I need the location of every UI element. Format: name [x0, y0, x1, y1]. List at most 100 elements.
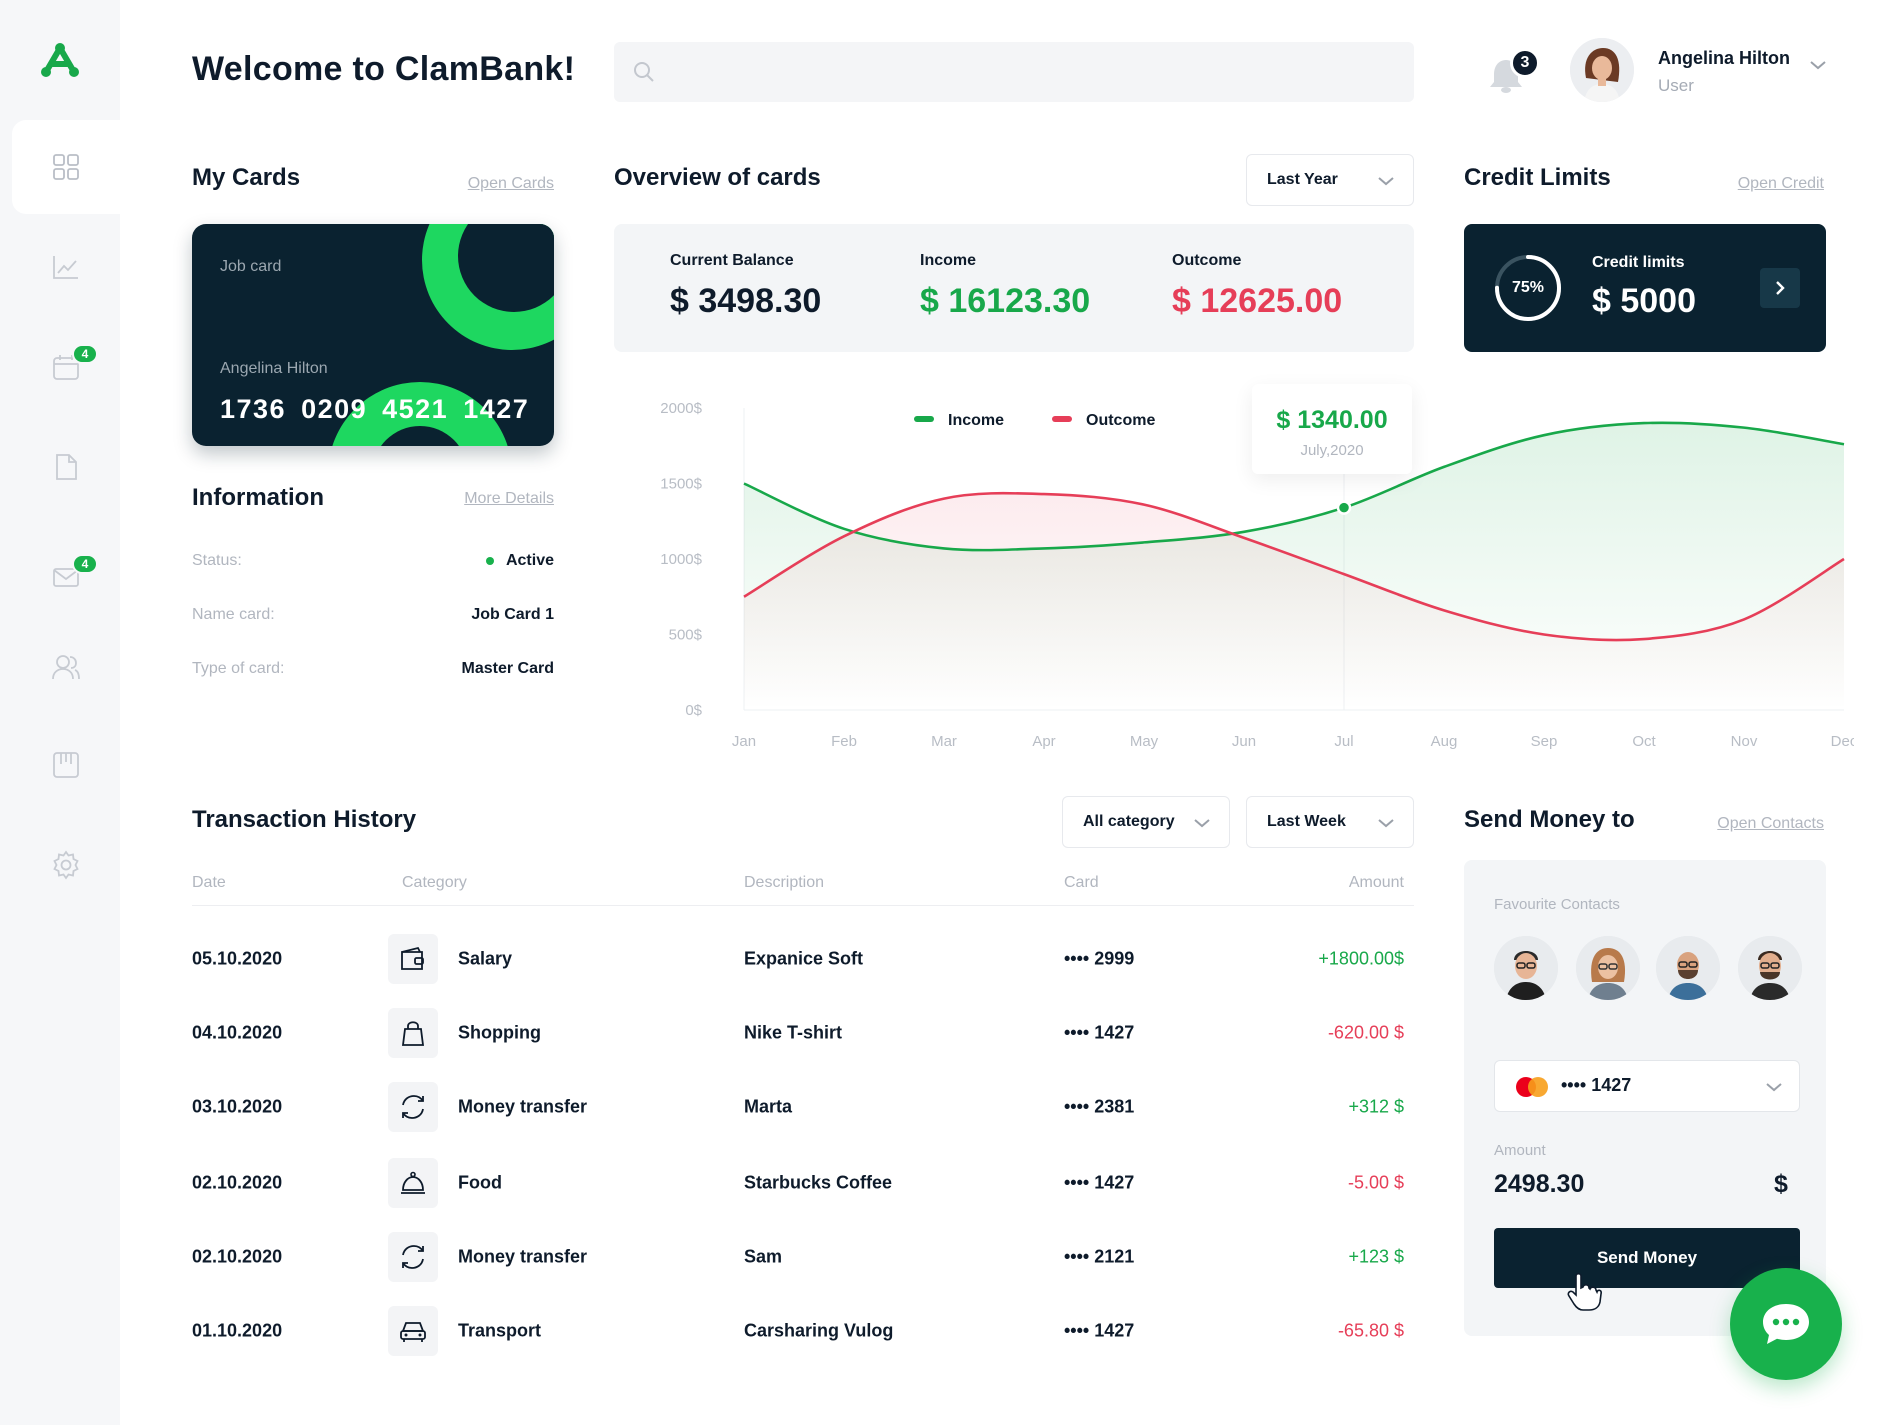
contact-3-avatar-icon [1656, 936, 1720, 1000]
column-header-card: Card [1064, 874, 1099, 891]
selected-card-number: •••• 1427 [1561, 1075, 1632, 1095]
contact-4-avatar-icon [1738, 936, 1802, 1000]
avatar[interactable] [1570, 38, 1634, 102]
tx-amount: +123 $ [1348, 1246, 1404, 1267]
info-value-status: Active [505, 552, 554, 569]
sidebar-item-analytics[interactable] [12, 220, 120, 314]
contact-avatar[interactable] [1738, 936, 1802, 1000]
send-money-button[interactable]: Send Money [1494, 1228, 1800, 1288]
chat-bubble-icon [1763, 1304, 1809, 1344]
table-row[interactable]: 02.10.2020 Food Starbucks Coffee •••• 1427 -… [192, 1146, 1414, 1220]
period-filter-dropdown[interactable]: Last Week [1246, 796, 1414, 848]
credit-label: Credit limits [1592, 254, 1685, 271]
calendar-badge: 4 [72, 344, 98, 364]
mastercard-icon [1516, 1077, 1548, 1097]
overview-period-dropdown[interactable]: Last Year [1246, 154, 1414, 206]
sidebar-item-dashboard[interactable] [12, 120, 120, 214]
x-tick-label: Dec [1831, 733, 1854, 750]
transfer-icon [402, 1245, 424, 1269]
open-cards-link[interactable]: Open Cards [467, 175, 554, 192]
sidebar-item-settings[interactable] [12, 818, 120, 912]
info-label-status: Status: [192, 552, 242, 569]
open-contacts-link[interactable]: Open Contacts [1717, 815, 1824, 832]
clambank-logo-icon[interactable] [38, 40, 82, 80]
tx-description: Nike T-shirt [744, 1022, 843, 1043]
tx-date: 02.10.2020 [192, 1172, 283, 1193]
chevron-down-icon [1378, 819, 1394, 828]
chat-button[interactable] [1730, 1268, 1842, 1380]
contact-avatar[interactable] [1576, 936, 1640, 1000]
table-row[interactable]: 01.10.2020 Transport Carsharing Vulog •••• … [192, 1294, 1414, 1368]
tx-category: Salary [458, 948, 513, 969]
sidebar-item-calendar[interactable]: 4 [12, 320, 120, 414]
credit-percent: 75% [1511, 279, 1545, 296]
sidebar [0, 0, 120, 1425]
tx-date: 05.10.2020 [192, 948, 283, 969]
x-tick-label: Jul [1334, 733, 1353, 750]
table-row[interactable]: 02.10.2020 Money transfer Sam •••• 2121 +123… [192, 1220, 1414, 1294]
y-tick-label: 1000$ [660, 551, 702, 568]
chevron-down-icon[interactable] [1808, 58, 1828, 72]
amount-input[interactable]: 2498.30 [1494, 1170, 1585, 1198]
tx-category-icon-box [388, 1082, 438, 1132]
tooltip-value: $ 1340.00 [1276, 406, 1388, 434]
transfer-icon [402, 1095, 424, 1119]
sidebar-item-board[interactable] [12, 718, 120, 812]
status-dot [486, 557, 494, 565]
tx-date: 04.10.2020 [192, 1022, 283, 1043]
series-line-income [743, 421, 1845, 552]
tx-date: 02.10.2020 [192, 1246, 283, 1267]
table-row[interactable]: 05.10.2020 Salary Expanice Soft •••• 2999 +1… [192, 922, 1414, 996]
overview-period-value: Last Year [1267, 171, 1338, 188]
credit-open-button[interactable] [1760, 268, 1800, 308]
bank-card[interactable]: Job card Angelina Hilton 1736 0209 4521 … [192, 224, 554, 446]
contact-avatar[interactable] [1494, 936, 1558, 1000]
info-label-card-type: Type of card: [192, 660, 285, 677]
sidebar-item-documents[interactable] [12, 420, 120, 514]
notification-badge: 3 [1510, 48, 1540, 78]
x-tick-label: Apr [1032, 733, 1055, 750]
user-role: User [1658, 76, 1694, 95]
current-balance-value: $ 3498.30 [670, 282, 822, 320]
mail-icon [53, 568, 79, 587]
income-label: Income [920, 252, 977, 269]
card-select[interactable]: •••• 1427 [1494, 1060, 1800, 1112]
car-icon [400, 1322, 426, 1342]
send-money-panel: Favourite Contacts •••• 1427 Amount 2498… [1464, 860, 1826, 1336]
card-holder: Angelina Hilton [220, 360, 328, 377]
tx-category: Shopping [458, 1022, 541, 1043]
grid-icon [53, 154, 79, 180]
x-tick-label: Oct [1632, 733, 1656, 750]
x-tick-label: Jun [1232, 733, 1256, 750]
tx-category: Transport [458, 1320, 542, 1341]
user-name: Angelina Hilton [1658, 48, 1790, 68]
open-credit-link[interactable]: Open Credit [1737, 175, 1824, 192]
y-tick-label: 2000$ [660, 400, 702, 417]
y-tick-label: 500$ [669, 627, 703, 644]
table-divider [192, 905, 1414, 906]
credit-value: $ 5000 [1592, 282, 1696, 320]
search-input[interactable] [614, 42, 1414, 102]
contact-avatar[interactable] [1656, 936, 1720, 1000]
tx-amount: +1800.00$ [1318, 948, 1404, 969]
sidebar-item-messages[interactable]: 4 [12, 530, 120, 624]
category-filter-dropdown[interactable]: All category [1062, 796, 1230, 848]
tx-description: Sam [744, 1246, 783, 1267]
table-row[interactable]: 03.10.2020 Money transfer Marta •••• 2381 +3… [192, 1070, 1414, 1144]
information-title: Information [192, 484, 324, 511]
search-icon [634, 62, 654, 82]
x-tick-label: Jan [732, 733, 756, 750]
info-value-name-card: Job Card 1 [471, 606, 554, 623]
tx-card: •••• 2999 [1064, 948, 1135, 969]
gear-icon [53, 850, 79, 880]
highlighted-data-point[interactable] [1336, 500, 1352, 515]
contact-2-avatar-icon [1576, 936, 1640, 1000]
more-details-link[interactable]: More Details [464, 490, 554, 507]
column-header-amount: Amount [1348, 874, 1404, 891]
page-title: Welcome to ClamBank! [192, 50, 576, 88]
sidebar-item-contacts[interactable] [12, 620, 120, 714]
overview-title: Overview of cards [614, 164, 821, 191]
chart-line-icon [53, 256, 78, 279]
legend-swatch-income [914, 416, 934, 422]
table-row[interactable]: 04.10.2020 Shopping Nike T-shirt •••• 1427 -… [192, 996, 1414, 1070]
